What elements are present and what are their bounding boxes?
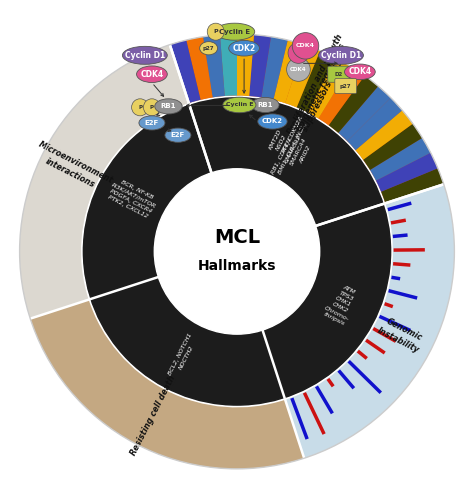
Wedge shape	[285, 45, 320, 107]
Wedge shape	[220, 34, 237, 96]
Text: RB1: RB1	[257, 102, 273, 108]
Wedge shape	[347, 98, 402, 150]
Wedge shape	[273, 40, 304, 103]
Wedge shape	[285, 184, 455, 458]
Circle shape	[287, 58, 310, 81]
Ellipse shape	[252, 97, 279, 112]
Text: Microenvironment
interactions: Microenvironment interactions	[31, 140, 114, 196]
Text: Resisting cell death: Resisting cell death	[129, 374, 177, 457]
Text: RB1, CDK4, CDKN2A
BMI1, CUL4, ING1,: RB1, CDK4, CDKN2A BMI1, CUL4, ING1,	[271, 116, 310, 178]
Text: CDK2: CDK2	[262, 119, 283, 124]
Wedge shape	[186, 37, 213, 100]
Text: RB1: RB1	[161, 104, 176, 109]
Wedge shape	[338, 86, 391, 141]
Wedge shape	[237, 34, 254, 96]
Text: P: P	[138, 105, 142, 110]
Wedge shape	[170, 34, 444, 203]
Circle shape	[19, 34, 455, 469]
Text: Cyclin D1: Cyclin D1	[321, 51, 361, 60]
Text: Hallmarks: Hallmarks	[198, 258, 276, 272]
Wedge shape	[30, 300, 304, 469]
Wedge shape	[319, 66, 365, 125]
Text: Cyclin D1: Cyclin D1	[125, 51, 165, 60]
Ellipse shape	[139, 116, 165, 130]
Ellipse shape	[215, 23, 255, 40]
Text: BCL2, NOTCH1
NOCTH2: BCL2, NOTCH1 NOCTH2	[168, 333, 200, 379]
Ellipse shape	[155, 99, 182, 114]
Wedge shape	[381, 168, 444, 203]
Circle shape	[207, 23, 224, 40]
Text: CDK4: CDK4	[140, 70, 164, 79]
Text: p27: p27	[340, 84, 352, 89]
Ellipse shape	[319, 46, 364, 64]
Text: CDK4: CDK4	[296, 44, 315, 48]
Text: Epigenetic regulators: Epigenetic regulators	[294, 42, 347, 133]
Wedge shape	[249, 35, 271, 97]
Text: BCR, NF-KB
PI3K/AKT/mTOR
PDGFA, CXCR4
PTK2, CXCL12: BCR, NF-KB PI3K/AKT/mTOR PDGFA, CXCR4 PT…	[105, 176, 160, 221]
Text: KMT2D
NSD2
PTEN
SMARCA2
SMARCA4
ARID2: KMT2D NSD2 PTEN SMARCA2 SMARCA4 ARID2	[266, 125, 314, 169]
Text: CDK4: CDK4	[290, 67, 307, 72]
Wedge shape	[170, 40, 201, 103]
Text: MCL: MCL	[214, 228, 260, 247]
Text: D2: D2	[335, 72, 343, 77]
Wedge shape	[376, 153, 438, 192]
FancyBboxPatch shape	[328, 66, 349, 82]
Text: E2F: E2F	[145, 120, 159, 126]
Text: CDK4: CDK4	[348, 67, 372, 76]
Text: P: P	[213, 29, 218, 34]
Circle shape	[292, 32, 319, 59]
Circle shape	[155, 169, 319, 334]
Text: P: P	[150, 105, 154, 110]
Text: ATM
TPS3
CHK1
CHK2
Chromo-
thripsis: ATM TPS3 CHK1 CHK2 Chromo- thripsis	[321, 282, 362, 328]
Wedge shape	[203, 35, 225, 97]
Ellipse shape	[345, 64, 375, 80]
Ellipse shape	[258, 114, 287, 129]
Wedge shape	[308, 58, 351, 119]
Text: Genomic
Instability: Genomic Instability	[376, 316, 426, 355]
Wedge shape	[363, 124, 422, 170]
Wedge shape	[170, 34, 444, 203]
Text: Cyclin E: Cyclin E	[219, 29, 250, 35]
Text: p27: p27	[203, 45, 214, 51]
Wedge shape	[370, 138, 431, 181]
Circle shape	[83, 98, 391, 405]
Wedge shape	[328, 76, 378, 133]
Wedge shape	[19, 45, 189, 318]
Circle shape	[132, 99, 149, 116]
Text: CDK2: CDK2	[233, 44, 255, 53]
Ellipse shape	[229, 41, 259, 56]
Circle shape	[144, 99, 160, 116]
Wedge shape	[261, 37, 288, 100]
Wedge shape	[297, 51, 336, 112]
Ellipse shape	[137, 66, 167, 82]
Circle shape	[288, 43, 309, 63]
Ellipse shape	[200, 42, 218, 55]
Text: Proliferation and growth
suppressors evasion: Proliferation and growth suppressors eva…	[286, 33, 355, 141]
Ellipse shape	[122, 46, 167, 64]
FancyBboxPatch shape	[335, 78, 356, 93]
Text: E2F: E2F	[171, 132, 185, 138]
Circle shape	[83, 98, 391, 405]
Ellipse shape	[165, 128, 191, 142]
Wedge shape	[356, 110, 413, 160]
Ellipse shape	[223, 97, 256, 113]
Text: Cyclin E: Cyclin E	[226, 103, 253, 107]
